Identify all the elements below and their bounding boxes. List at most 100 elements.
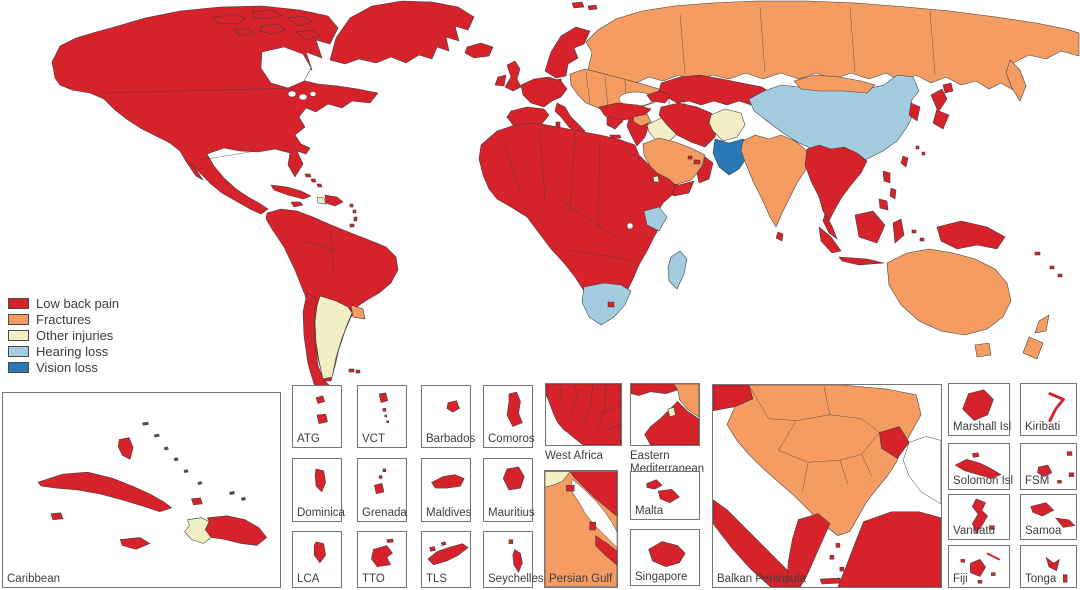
inset-pg-iraq bbox=[545, 471, 571, 488]
region-new-guinea bbox=[936, 220, 1006, 250]
region-iceland bbox=[464, 42, 494, 59]
region-western-europe bbox=[520, 76, 568, 108]
map-legend: Low back pain Fractures Other injuries H… bbox=[8, 295, 119, 375]
region-argentina bbox=[314, 295, 353, 380]
region-united-kingdom bbox=[504, 60, 522, 92]
inset-fsm: FSM bbox=[1020, 443, 1077, 490]
region-iran bbox=[658, 102, 720, 148]
inset-atg: ATG bbox=[292, 385, 342, 448]
inset-jamaica bbox=[119, 537, 151, 550]
region-lesser-antilles bbox=[349, 203, 358, 228]
region-pacific-islands bbox=[1034, 251, 1063, 278]
south-america-borders bbox=[299, 228, 337, 277]
inset-balkan-italy bbox=[713, 499, 801, 587]
region-oman bbox=[696, 156, 714, 184]
inset-haiti bbox=[184, 517, 212, 544]
hudson-bay bbox=[260, 46, 312, 89]
inset-cuba bbox=[37, 471, 173, 513]
legend-swatch-vision-loss bbox=[8, 361, 29, 373]
great-lake-3 bbox=[309, 91, 317, 97]
usa-canada-border bbox=[99, 87, 297, 94]
inset-fiji: Fiji bbox=[948, 545, 1010, 588]
legend-row-other-injuries: Other injuries bbox=[8, 327, 119, 343]
great-lake-1 bbox=[287, 90, 297, 98]
inset-vct: VCT bbox=[357, 385, 407, 448]
inset-grenada: Grenada bbox=[357, 458, 407, 522]
region-tasmania bbox=[974, 342, 992, 358]
inset-singapore: Singapore bbox=[630, 529, 700, 586]
legend-label: Vision loss bbox=[36, 359, 98, 375]
inset-label-west-africa: West Africa bbox=[545, 450, 603, 462]
region-north-america bbox=[51, 5, 379, 215]
inset-tls: TLS bbox=[421, 531, 471, 588]
region-korea bbox=[908, 102, 921, 122]
legend-row-low-back-pain: Low back pain bbox=[8, 295, 119, 311]
region-gulf-states bbox=[687, 155, 701, 165]
region-kenya bbox=[643, 206, 668, 232]
inset-black-sea bbox=[902, 436, 941, 505]
region-ireland bbox=[494, 74, 507, 87]
region-lesotho bbox=[607, 301, 615, 308]
region-crete bbox=[609, 134, 622, 139]
legend-row-fractures: Fractures bbox=[8, 311, 119, 327]
region-uruguay bbox=[350, 304, 366, 320]
region-dominican-republic bbox=[324, 194, 344, 207]
legend-row-vision-loss: Vision loss bbox=[8, 359, 119, 375]
inset-barbados: Barbados bbox=[421, 385, 475, 448]
inset-caribbean: Caribbean bbox=[2, 392, 281, 588]
inset-kiribati: Kiribati bbox=[1020, 383, 1077, 436]
region-south-america bbox=[265, 208, 399, 382]
inset-pg-uae bbox=[595, 535, 617, 566]
region-caucasus bbox=[646, 90, 672, 104]
inset-balkan-greece bbox=[786, 513, 831, 587]
region-syria bbox=[632, 113, 652, 127]
great-lake-2 bbox=[298, 93, 308, 101]
region-africa bbox=[478, 122, 676, 318]
region-japan bbox=[915, 82, 954, 156]
inset-em-israel bbox=[667, 406, 676, 418]
inset-persian-gulf: Persian Gulf bbox=[544, 470, 618, 588]
inset-em-syria bbox=[673, 384, 699, 418]
inset-balkan-moldova bbox=[879, 426, 910, 459]
inset-balkan-mass bbox=[726, 385, 922, 536]
inset-balkan-austria bbox=[713, 385, 754, 412]
inset-eastern-med bbox=[630, 383, 700, 446]
inset-tonga: Tonga bbox=[1020, 545, 1077, 588]
inset-comoros: Comoros bbox=[483, 385, 535, 448]
inset-west-africa-land bbox=[546, 384, 621, 445]
legend-row-hearing-loss: Hearing loss bbox=[8, 343, 119, 359]
region-central-asia bbox=[658, 74, 772, 106]
inset-isle-of-youth bbox=[50, 512, 64, 520]
inset-balkan: Balkan Peninsula bbox=[712, 384, 942, 588]
region-bahamas bbox=[304, 173, 323, 188]
russia-borders bbox=[679, 6, 936, 76]
legend-swatch-low-back-pain bbox=[8, 297, 29, 309]
region-malay-peninsula bbox=[822, 213, 838, 240]
usa-mexico-border bbox=[199, 151, 251, 161]
region-india bbox=[740, 134, 812, 228]
region-svalbard bbox=[571, 1, 598, 11]
region-mongolia bbox=[793, 74, 876, 94]
inset-inagua bbox=[191, 497, 203, 506]
region-philippines bbox=[878, 170, 897, 211]
region-australia bbox=[886, 248, 1012, 336]
inset-dominica: Dominica bbox=[292, 458, 345, 522]
legend-swatch-other-injuries bbox=[8, 329, 29, 341]
inset-solomon: Solomon Isl bbox=[948, 443, 1013, 490]
lake-victoria bbox=[626, 222, 634, 230]
region-cuba bbox=[270, 184, 312, 200]
inset-tto: TTO bbox=[357, 531, 407, 588]
region-indonesia bbox=[818, 210, 925, 266]
legend-label: Hearing loss bbox=[36, 343, 109, 359]
inset-pg-qatar bbox=[589, 521, 596, 531]
region-southeast-asia bbox=[804, 144, 868, 222]
region-new-zealand bbox=[1022, 314, 1050, 360]
inset-vanuatu: Vanuatu bbox=[948, 494, 1010, 540]
africa-borders bbox=[504, 129, 641, 261]
region-falklands bbox=[348, 368, 361, 374]
inset-marshall: Marshall Isl bbox=[948, 383, 1011, 436]
inset-malta: Malta bbox=[630, 471, 700, 520]
region-greenland bbox=[329, 0, 475, 65]
inset-lca: LCA bbox=[292, 531, 342, 588]
region-south-africa bbox=[581, 282, 632, 326]
